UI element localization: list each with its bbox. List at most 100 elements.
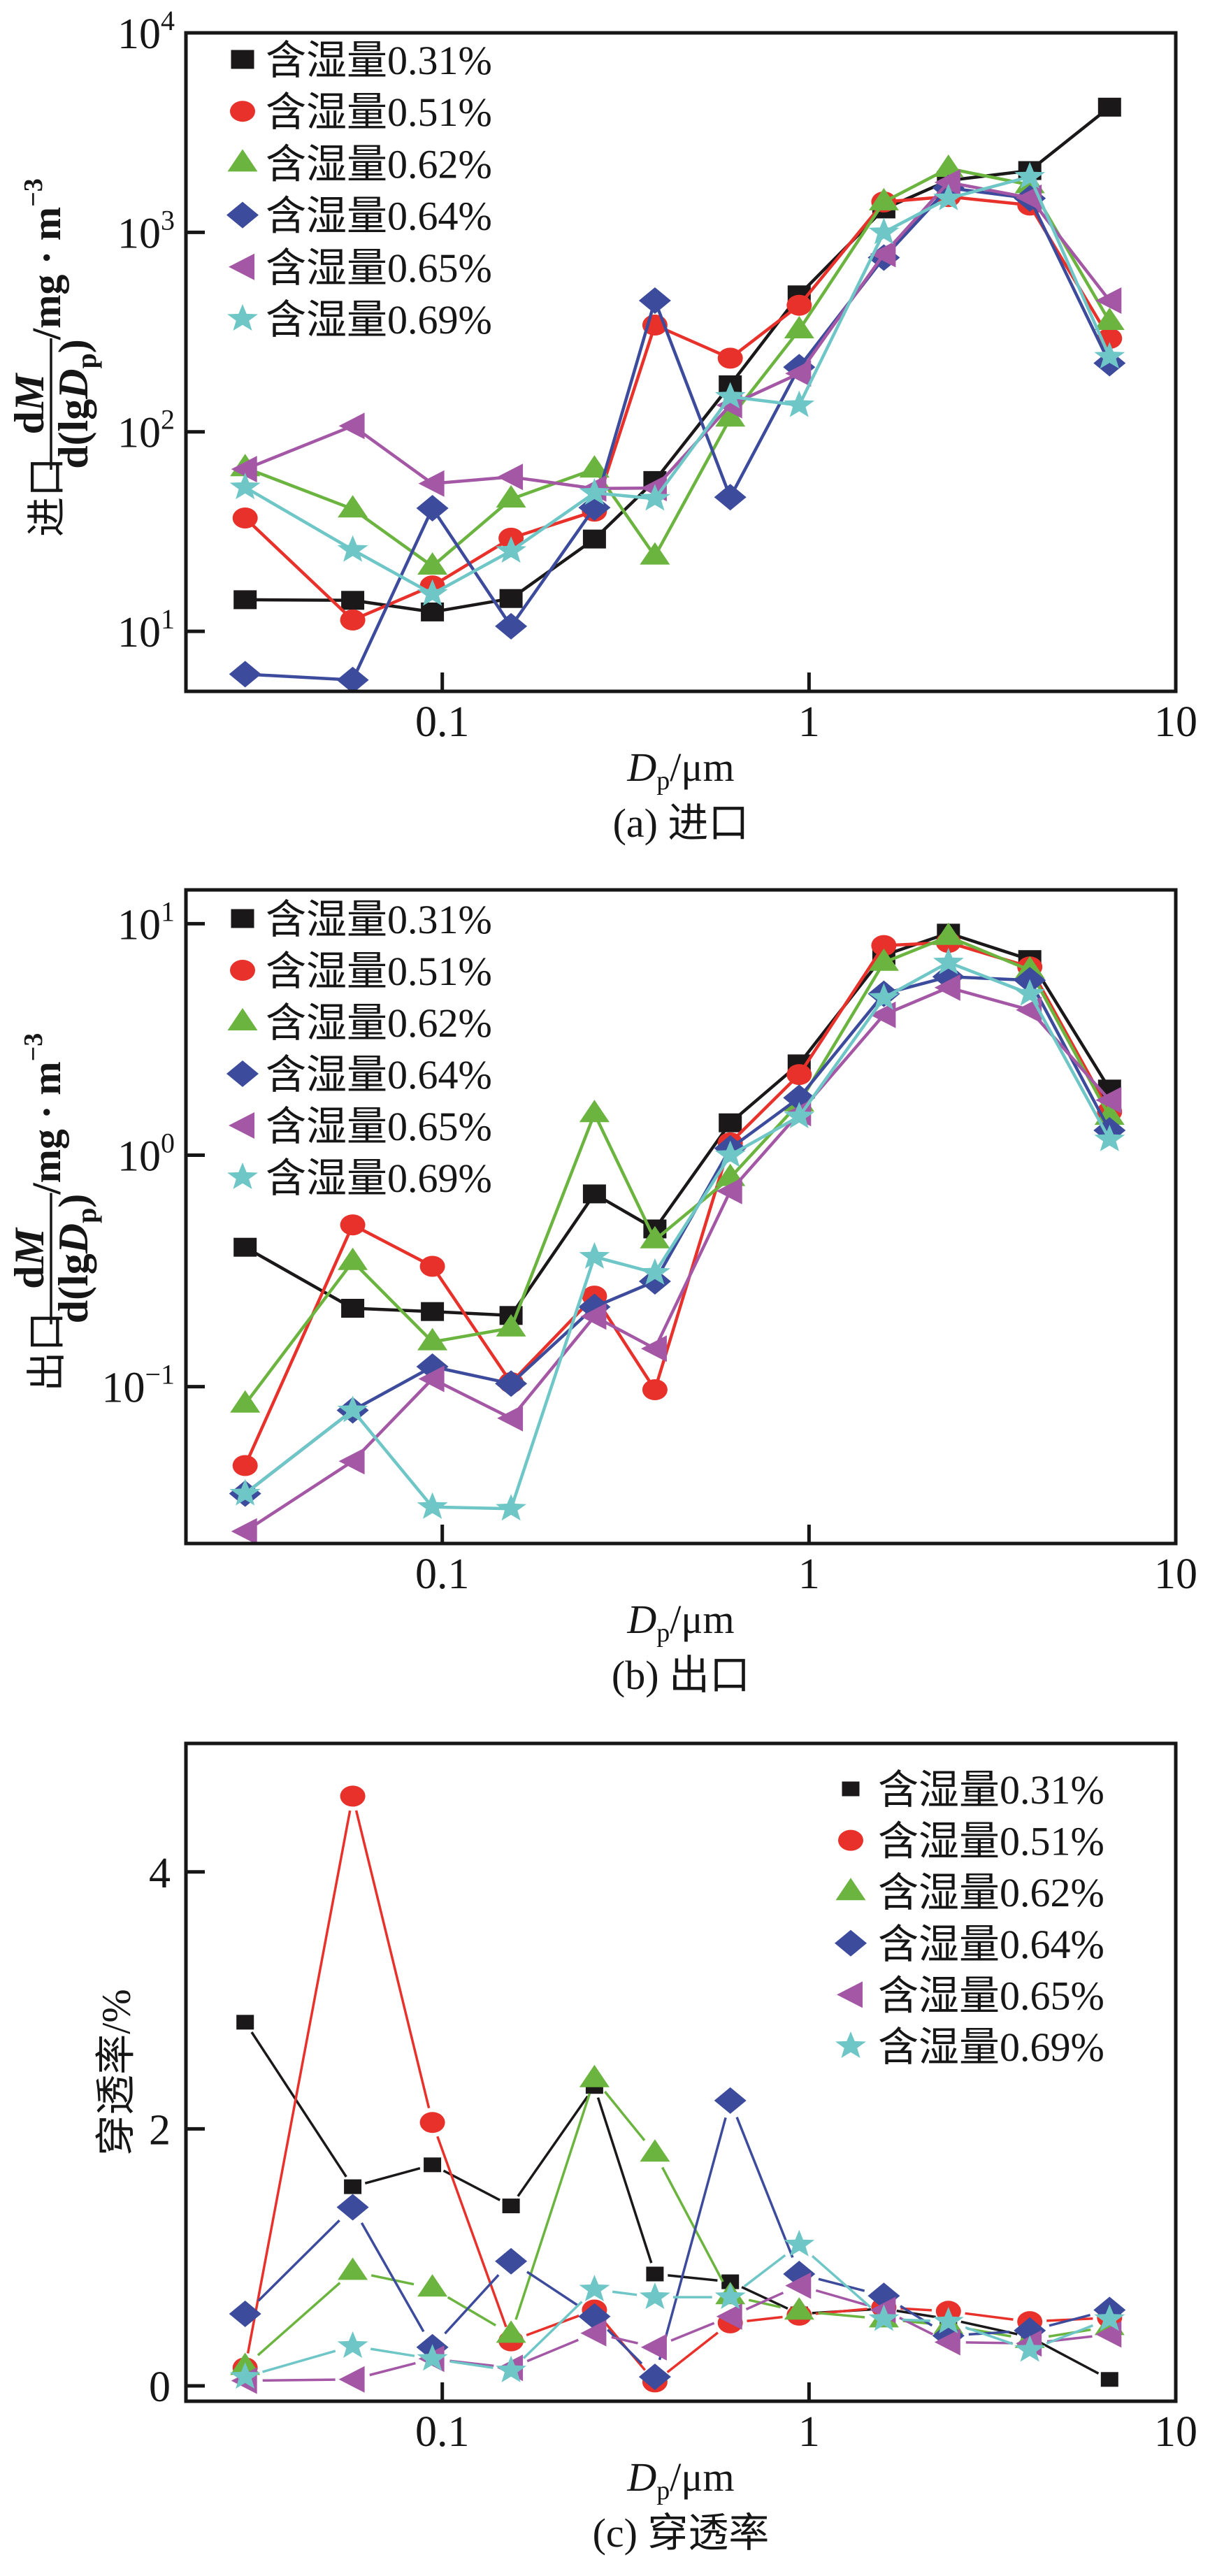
legend-label: 含湿量0.51% bbox=[266, 949, 492, 994]
legend-triangle-left-marker-icon bbox=[229, 253, 254, 280]
point-series-6-11 bbox=[1014, 2335, 1046, 2362]
y-tick-label: 104 bbox=[117, 5, 175, 58]
point-series-5-2 bbox=[338, 2366, 365, 2393]
point-series-3-8 bbox=[784, 2297, 814, 2320]
point-series-1-3 bbox=[421, 602, 445, 621]
series-segment-4 bbox=[360, 2222, 425, 2333]
legend-item: 含湿量0.62% bbox=[835, 1870, 1104, 1915]
y-tick-label-exponent: 4 bbox=[161, 5, 175, 36]
y-axis-label: 穿透率/% bbox=[94, 1989, 139, 2155]
series-segment-5 bbox=[745, 2291, 784, 2311]
denominator-open: d(lg bbox=[50, 399, 96, 469]
legend-star-marker-icon bbox=[227, 1163, 258, 1189]
point-series-5-2 bbox=[338, 1448, 365, 1475]
legend-label: 含湿量0.31% bbox=[266, 38, 492, 83]
series-segment-2 bbox=[246, 1810, 352, 2354]
series-segment-2 bbox=[436, 2136, 507, 2328]
point-series-4-4 bbox=[495, 1370, 528, 1397]
legend-item: 含湿量0.51% bbox=[230, 89, 492, 135]
series-segment-4 bbox=[607, 2329, 643, 2365]
series-segment-3 bbox=[603, 2090, 646, 2142]
series-segment-3 bbox=[370, 2274, 415, 2286]
point-series-6-4 bbox=[496, 1494, 527, 1521]
numerator-variable: M bbox=[6, 1226, 52, 1266]
point-series-6-5 bbox=[579, 478, 610, 505]
point-series-4-2 bbox=[336, 2194, 369, 2221]
series-3 bbox=[230, 154, 1125, 575]
legend-label: 含湿量0.51% bbox=[878, 1819, 1104, 1864]
point-series-5-6 bbox=[640, 2333, 667, 2361]
point-series-5-9 bbox=[870, 240, 896, 268]
y-tick-label: 2 bbox=[149, 2106, 171, 2154]
series-segment-3 bbox=[447, 2296, 496, 2327]
point-series-5-2 bbox=[338, 412, 365, 440]
legend-label: 含湿量0.62% bbox=[266, 1000, 492, 1046]
point-series-6-11 bbox=[1014, 161, 1046, 189]
series-segment-2 bbox=[666, 2331, 719, 2373]
legend-label: 含湿量0.65% bbox=[878, 1973, 1104, 2018]
point-series-6-10 bbox=[932, 947, 964, 974]
legend-item: 含湿量0.65% bbox=[229, 1104, 492, 1149]
point-series-1-2 bbox=[341, 591, 365, 610]
point-series-1-1 bbox=[236, 2015, 254, 2030]
series-line-1 bbox=[244, 931, 1111, 1318]
point-series-6-1 bbox=[229, 1478, 261, 1506]
legend-label: 含湿量0.64% bbox=[266, 1052, 492, 1098]
point-series-6-6 bbox=[639, 1258, 670, 1285]
point-series-1-2 bbox=[344, 2179, 362, 2194]
denominator-close: ) bbox=[50, 339, 96, 353]
series-segment-6 bbox=[811, 2254, 872, 2309]
y-tick-label: 100 bbox=[117, 1127, 175, 1180]
series-segment-6 bbox=[450, 2360, 494, 2369]
series-segment-1 bbox=[442, 2169, 501, 2201]
plot-area bbox=[229, 97, 1126, 693]
point-series-3-1 bbox=[230, 1390, 261, 1413]
legend-square-marker-icon bbox=[231, 50, 254, 69]
legend-triangle-marker-icon bbox=[227, 1008, 258, 1030]
legend-square-marker-icon bbox=[842, 1781, 860, 1797]
point-series-5-1 bbox=[231, 1518, 257, 1545]
point-series-1-3 bbox=[424, 2157, 442, 2173]
point-series-3-2 bbox=[338, 2257, 368, 2280]
legend-label: 含湿量0.31% bbox=[266, 897, 492, 942]
legend-circle-marker-icon bbox=[230, 101, 255, 122]
legend-item: 含湿量0.51% bbox=[838, 1819, 1104, 1864]
legend-item: 含湿量0.64% bbox=[226, 194, 492, 239]
point-series-6-9 bbox=[868, 983, 900, 1010]
series-segment-4 bbox=[526, 2271, 579, 2307]
point-series-4-7 bbox=[714, 2087, 747, 2114]
legend-item: 含湿量0.51% bbox=[230, 949, 492, 994]
point-series-5-4 bbox=[497, 463, 524, 491]
point-series-6-3 bbox=[417, 1492, 448, 1519]
y-axis-label: 进口 dMd(lgDp)/mg · m−3 bbox=[6, 178, 102, 537]
denominator-variable: D bbox=[50, 368, 96, 399]
point-series-3-3 bbox=[417, 1327, 448, 1351]
point-series-6-7 bbox=[714, 1140, 746, 1167]
series-segment-4 bbox=[900, 2305, 933, 2327]
point-series-3-4 bbox=[496, 485, 526, 508]
y-axis-label: 出口 dMd(lgDp)/mg · m−3 bbox=[6, 1033, 102, 1392]
legend-item: 含湿量0.64% bbox=[835, 1922, 1104, 1967]
legend-circle-marker-icon bbox=[838, 1829, 863, 1851]
point-series-1-7 bbox=[721, 2274, 740, 2289]
y-tick-label-exponent: 1 bbox=[161, 603, 175, 635]
legend-triangle-marker-icon bbox=[227, 149, 258, 172]
point-series-5-3 bbox=[418, 470, 445, 497]
point-series-2-1 bbox=[232, 508, 258, 528]
point-series-3-2 bbox=[338, 495, 368, 518]
y-tick-label-exponent: 0 bbox=[161, 1127, 175, 1158]
x-axis-label-subscript: p bbox=[656, 1618, 670, 1648]
y-tick-label: 0 bbox=[149, 2363, 171, 2411]
x-axis-label-variable: D bbox=[626, 2454, 656, 2500]
legend-label: 含湿量0.69% bbox=[266, 1156, 492, 1201]
series-6 bbox=[229, 2229, 1125, 2389]
y-axis-label-denominator: d(lgDp) bbox=[50, 1194, 102, 1324]
point-series-6-2 bbox=[337, 1395, 368, 1423]
legend-star-marker-icon bbox=[835, 2031, 866, 2058]
point-series-6-5 bbox=[579, 2275, 610, 2302]
legend-item: 含湿量0.65% bbox=[837, 1973, 1104, 2018]
x-axis-label: Dp/μm bbox=[626, 2454, 734, 2505]
legend: 含湿量0.31% 含湿量0.51% 含湿量0.62% 含湿量0.64% 含湿量0.65%… bbox=[226, 897, 492, 1201]
